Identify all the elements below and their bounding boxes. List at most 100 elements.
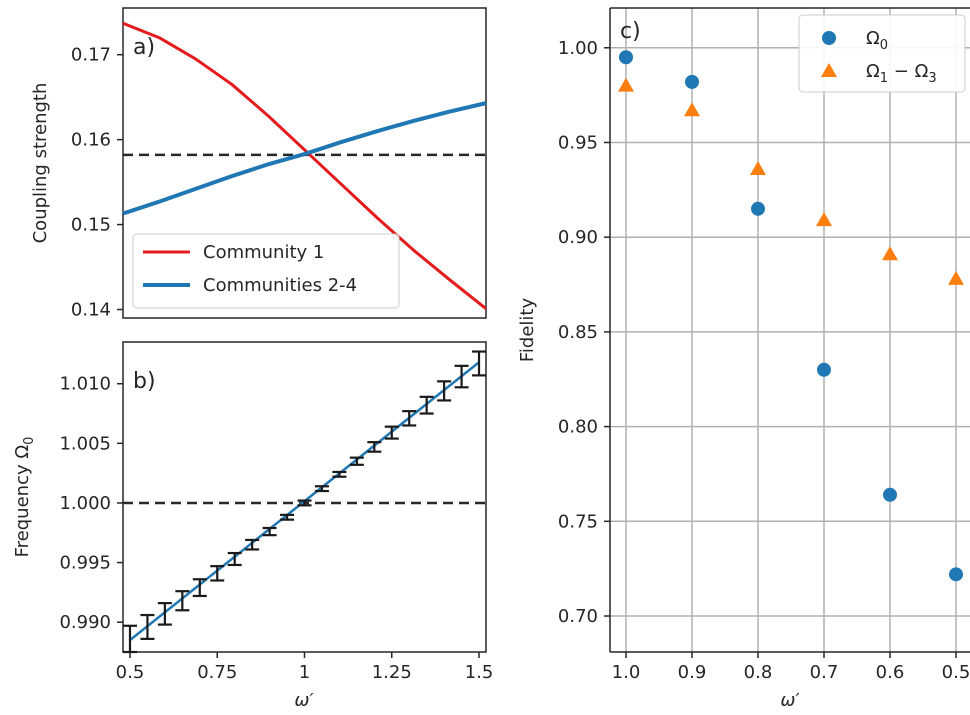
panel-b-x-tick-label: 0.5: [116, 662, 145, 683]
panel-b-y-tick-label: 0.995: [59, 553, 111, 574]
panel-c-x-tick-label: 0.7: [810, 662, 839, 683]
panel-a-y-tick-label: 0.17: [71, 45, 111, 66]
panel-c-x-tick-label: 0.8: [744, 662, 773, 683]
panel-c-y-tick-label: 0.75: [558, 511, 598, 532]
data-point-omega-0: [685, 74, 699, 89]
panel-a-y-tick-label: 0.16: [71, 130, 111, 151]
series-line-communities-2-4: [122, 101, 487, 216]
panel-c-legend-box: [798, 14, 966, 93]
data-point-omega-0: [883, 487, 897, 502]
data-point-omega-1-3: [684, 102, 700, 117]
error-bar: [280, 513, 295, 521]
data-point-omega-0: [751, 201, 765, 216]
legend-omega-3-subscript: 3: [928, 71, 936, 86]
panel-a-y-axis-label: Coupling strength: [30, 83, 51, 244]
panel-b-x-tick-label: 1: [299, 662, 310, 683]
panel-b-y-axis-label-subscript: 0: [22, 437, 37, 445]
panel-b-x-tick-label: 1.5: [465, 662, 494, 683]
panel-c-y-tick-label: 0.80: [558, 417, 598, 438]
panel-b-y-axis-label: Frequency Ω0: [12, 437, 37, 558]
panel-c-y-tick-label: 0.90: [558, 227, 598, 248]
legend-omega-0-subscript: 0: [880, 38, 888, 53]
panel-b-y-tick-label: 1.005: [59, 433, 111, 454]
panel-a-legend-box: [132, 233, 400, 309]
panel-b-error-bars: [122, 350, 487, 654]
legend-label-community-1: Community 1: [203, 242, 324, 263]
panel-c-label: c): [620, 19, 641, 44]
error-bar: [192, 578, 207, 598]
data-point-omega-0: [949, 567, 963, 582]
series-line-community-1: [122, 21, 487, 310]
panel-c-y-ticks: 0.70 0.75 0.80 0.85 0.90 0.95 1.00: [558, 38, 610, 627]
data-point-omega-1-3: [816, 212, 832, 227]
panel-c-y-tick-label: 0.70: [558, 606, 598, 627]
error-bar: [297, 499, 312, 507]
data-point-omega-1-3: [618, 77, 634, 92]
error-bar: [402, 410, 417, 427]
legend-label-omega-1-3: Ω1 − Ω3: [866, 61, 937, 86]
legend-omega-1-subscript: 1: [880, 71, 888, 86]
data-point-omega-0: [619, 50, 633, 65]
error-bar: [210, 565, 225, 582]
panel-c-y-tick-label: 0.95: [558, 132, 598, 153]
panel-c-y-axis-label: Fidelity: [517, 298, 538, 363]
legend-omega-1-symbol: Ω: [866, 61, 880, 82]
panel-b-y-tick-label: 0.990: [59, 612, 111, 633]
panel-c-y-tick-label: 1.00: [558, 38, 598, 59]
error-bar: [454, 364, 469, 389]
legend-marker-omega-1-3: [821, 63, 837, 77]
panel-b-y-tick-label: 1.010: [59, 374, 111, 395]
panel-b-x-axis-label: ω′: [294, 690, 313, 711]
panel-b-y-axis-label-main: Frequency Ω: [12, 445, 33, 558]
error-bar: [175, 590, 190, 612]
error-bar: [437, 380, 452, 402]
panel-b-y-ticks: 0.990 0.995 1.000 1.005 1.010: [59, 374, 123, 633]
legend-omega-minus: − Ω: [888, 61, 929, 82]
panel-c-x-tick-label: 0.6: [876, 662, 905, 683]
panel-c-x-axis-label: ω′: [780, 690, 799, 711]
panel-c: 0.700.750.800.850.900.951.00 1.0 0.9 0.8 0.…: [517, 7, 970, 711]
panel-a-series: [122, 21, 487, 310]
error-bar: [262, 526, 277, 537]
legend-label-omega-0: Ω0: [866, 28, 888, 53]
data-point-omega-1-3: [948, 270, 964, 285]
data-point-omega-1-3: [882, 246, 898, 261]
panel-a-y-tick-label: 0.14: [71, 300, 111, 321]
error-bar: [140, 613, 155, 640]
error-bar: [122, 624, 137, 654]
legend-omega-0-symbol: Ω: [866, 28, 880, 49]
error-bar: [227, 551, 242, 567]
panel-b: 0.990 0.995 1.000 1.005 1.010 0.5 0.75 1 1.25 1.…: [12, 341, 494, 711]
error-bar: [349, 456, 364, 466]
data-point-omega-1-3: [750, 161, 766, 175]
data-point-omega-0: [817, 362, 831, 377]
panel-c-x-tick-label: 1.0: [612, 662, 641, 683]
error-bar: [419, 395, 434, 415]
legend-label-communities-2-4: Communities 2-4: [203, 275, 357, 296]
error-bar: [367, 441, 382, 453]
panel-c-x-tick-label: 0.5: [942, 662, 970, 683]
panel-c-x-tick-label: 0.9: [678, 662, 707, 683]
panel-b-x-ticks: 0.5 0.75 1 1.25 1.5: [116, 652, 494, 683]
panel-c-points: [618, 50, 964, 582]
panel-a-legend: Community 1 Communities 2-4: [132, 233, 400, 309]
panel-b-label: b): [133, 369, 156, 394]
panel-b-x-tick-label: 0.75: [197, 662, 237, 683]
panel-a: 0.14 0.15 0.16 0.17 a) Coupling strength Co…: [30, 7, 487, 321]
error-bar: [332, 470, 347, 478]
legend-marker-omega-0: [822, 31, 836, 45]
panel-c-y-tick-label: 0.85: [558, 322, 598, 343]
error-bar: [245, 538, 260, 551]
error-bar: [157, 602, 172, 626]
panel-b-y-tick-label: 1.000: [59, 493, 111, 514]
error-bar: [472, 350, 487, 377]
panel-b-x-tick-label: 1.25: [372, 662, 412, 683]
panel-a-label: a): [133, 35, 155, 60]
panel-c-background: [610, 8, 970, 652]
panel-b-frame: [122, 341, 487, 653]
panel-c-x-ticks: 1.0 0.9 0.8 0.7 0.6 0.5: [612, 652, 970, 683]
panel-c-legend: Ω0 Ω1 − Ω3: [798, 14, 966, 93]
panel-a-y-ticks: 0.14 0.15 0.16 0.17: [71, 45, 123, 321]
error-bar: [314, 485, 329, 493]
